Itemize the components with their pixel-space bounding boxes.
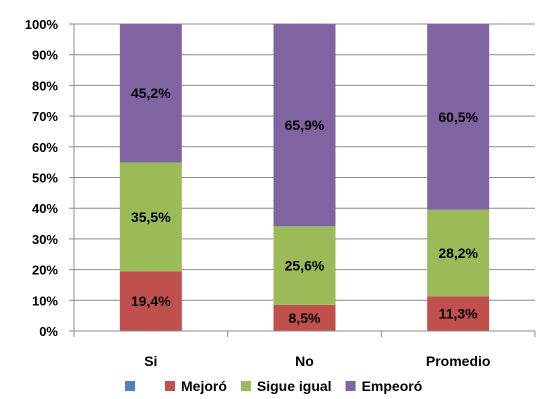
bar-segment — [119, 271, 182, 331]
data-label: 28,2% — [438, 245, 478, 261]
y-tick-label: 100% — [25, 17, 59, 32]
legend-label: Empeoró — [362, 378, 423, 394]
y-tick-label: 20% — [32, 263, 58, 278]
bar-segment — [119, 24, 182, 163]
x-tick-label: Si — [144, 353, 157, 369]
bar-segment — [273, 226, 336, 305]
y-tick-label: 60% — [32, 140, 58, 155]
data-label: 8,5% — [289, 310, 321, 326]
legend-marker — [165, 381, 175, 391]
data-label: 11,3% — [439, 306, 478, 322]
legend-label: Mejoró — [181, 378, 227, 394]
y-tick-label: 0% — [39, 324, 58, 339]
bar-segment — [427, 24, 490, 210]
x-tick-label: No — [295, 353, 314, 369]
x-tick-label: Promedio — [426, 353, 491, 369]
y-axis: 0% 10% 20% 30% 40% 50% 60% 70% 80% 90% 100% — [25, 17, 75, 339]
data-label: 65,9% — [285, 117, 325, 133]
y-tick-label: 40% — [32, 201, 58, 216]
legend: Mejoró Sigue igual Empeoró — [125, 378, 422, 394]
legend-label: Sigue igual — [257, 378, 332, 394]
data-label: 19,4% — [131, 293, 171, 309]
y-tick-label: 90% — [32, 48, 58, 63]
bar-segment — [273, 304, 336, 331]
legend-marker — [345, 381, 356, 391]
x-axis: Si No Promedio — [73, 330, 536, 369]
data-label: 25,6% — [285, 258, 325, 274]
bar-segment — [427, 209, 490, 297]
y-tick-label: 50% — [32, 171, 58, 186]
legend-marker — [240, 381, 251, 391]
bar-segment — [427, 296, 490, 331]
y-tick-label: 10% — [32, 293, 58, 308]
data-label: 60,5% — [438, 109, 478, 125]
y-tick-label: 30% — [32, 232, 58, 247]
bars: 19,4% 35,5% 45,2% 8,5% 25,6% 65,9% 11,3% 28,2% 6… — [119, 24, 490, 331]
data-label: 45,2% — [131, 85, 171, 101]
y-tick-label: 80% — [32, 78, 58, 93]
data-label: 35,5% — [131, 209, 171, 225]
bar-segment — [273, 24, 336, 227]
legend-marker — [125, 381, 135, 391]
bar-segment — [119, 162, 182, 272]
y-tick-label: 70% — [32, 109, 58, 124]
